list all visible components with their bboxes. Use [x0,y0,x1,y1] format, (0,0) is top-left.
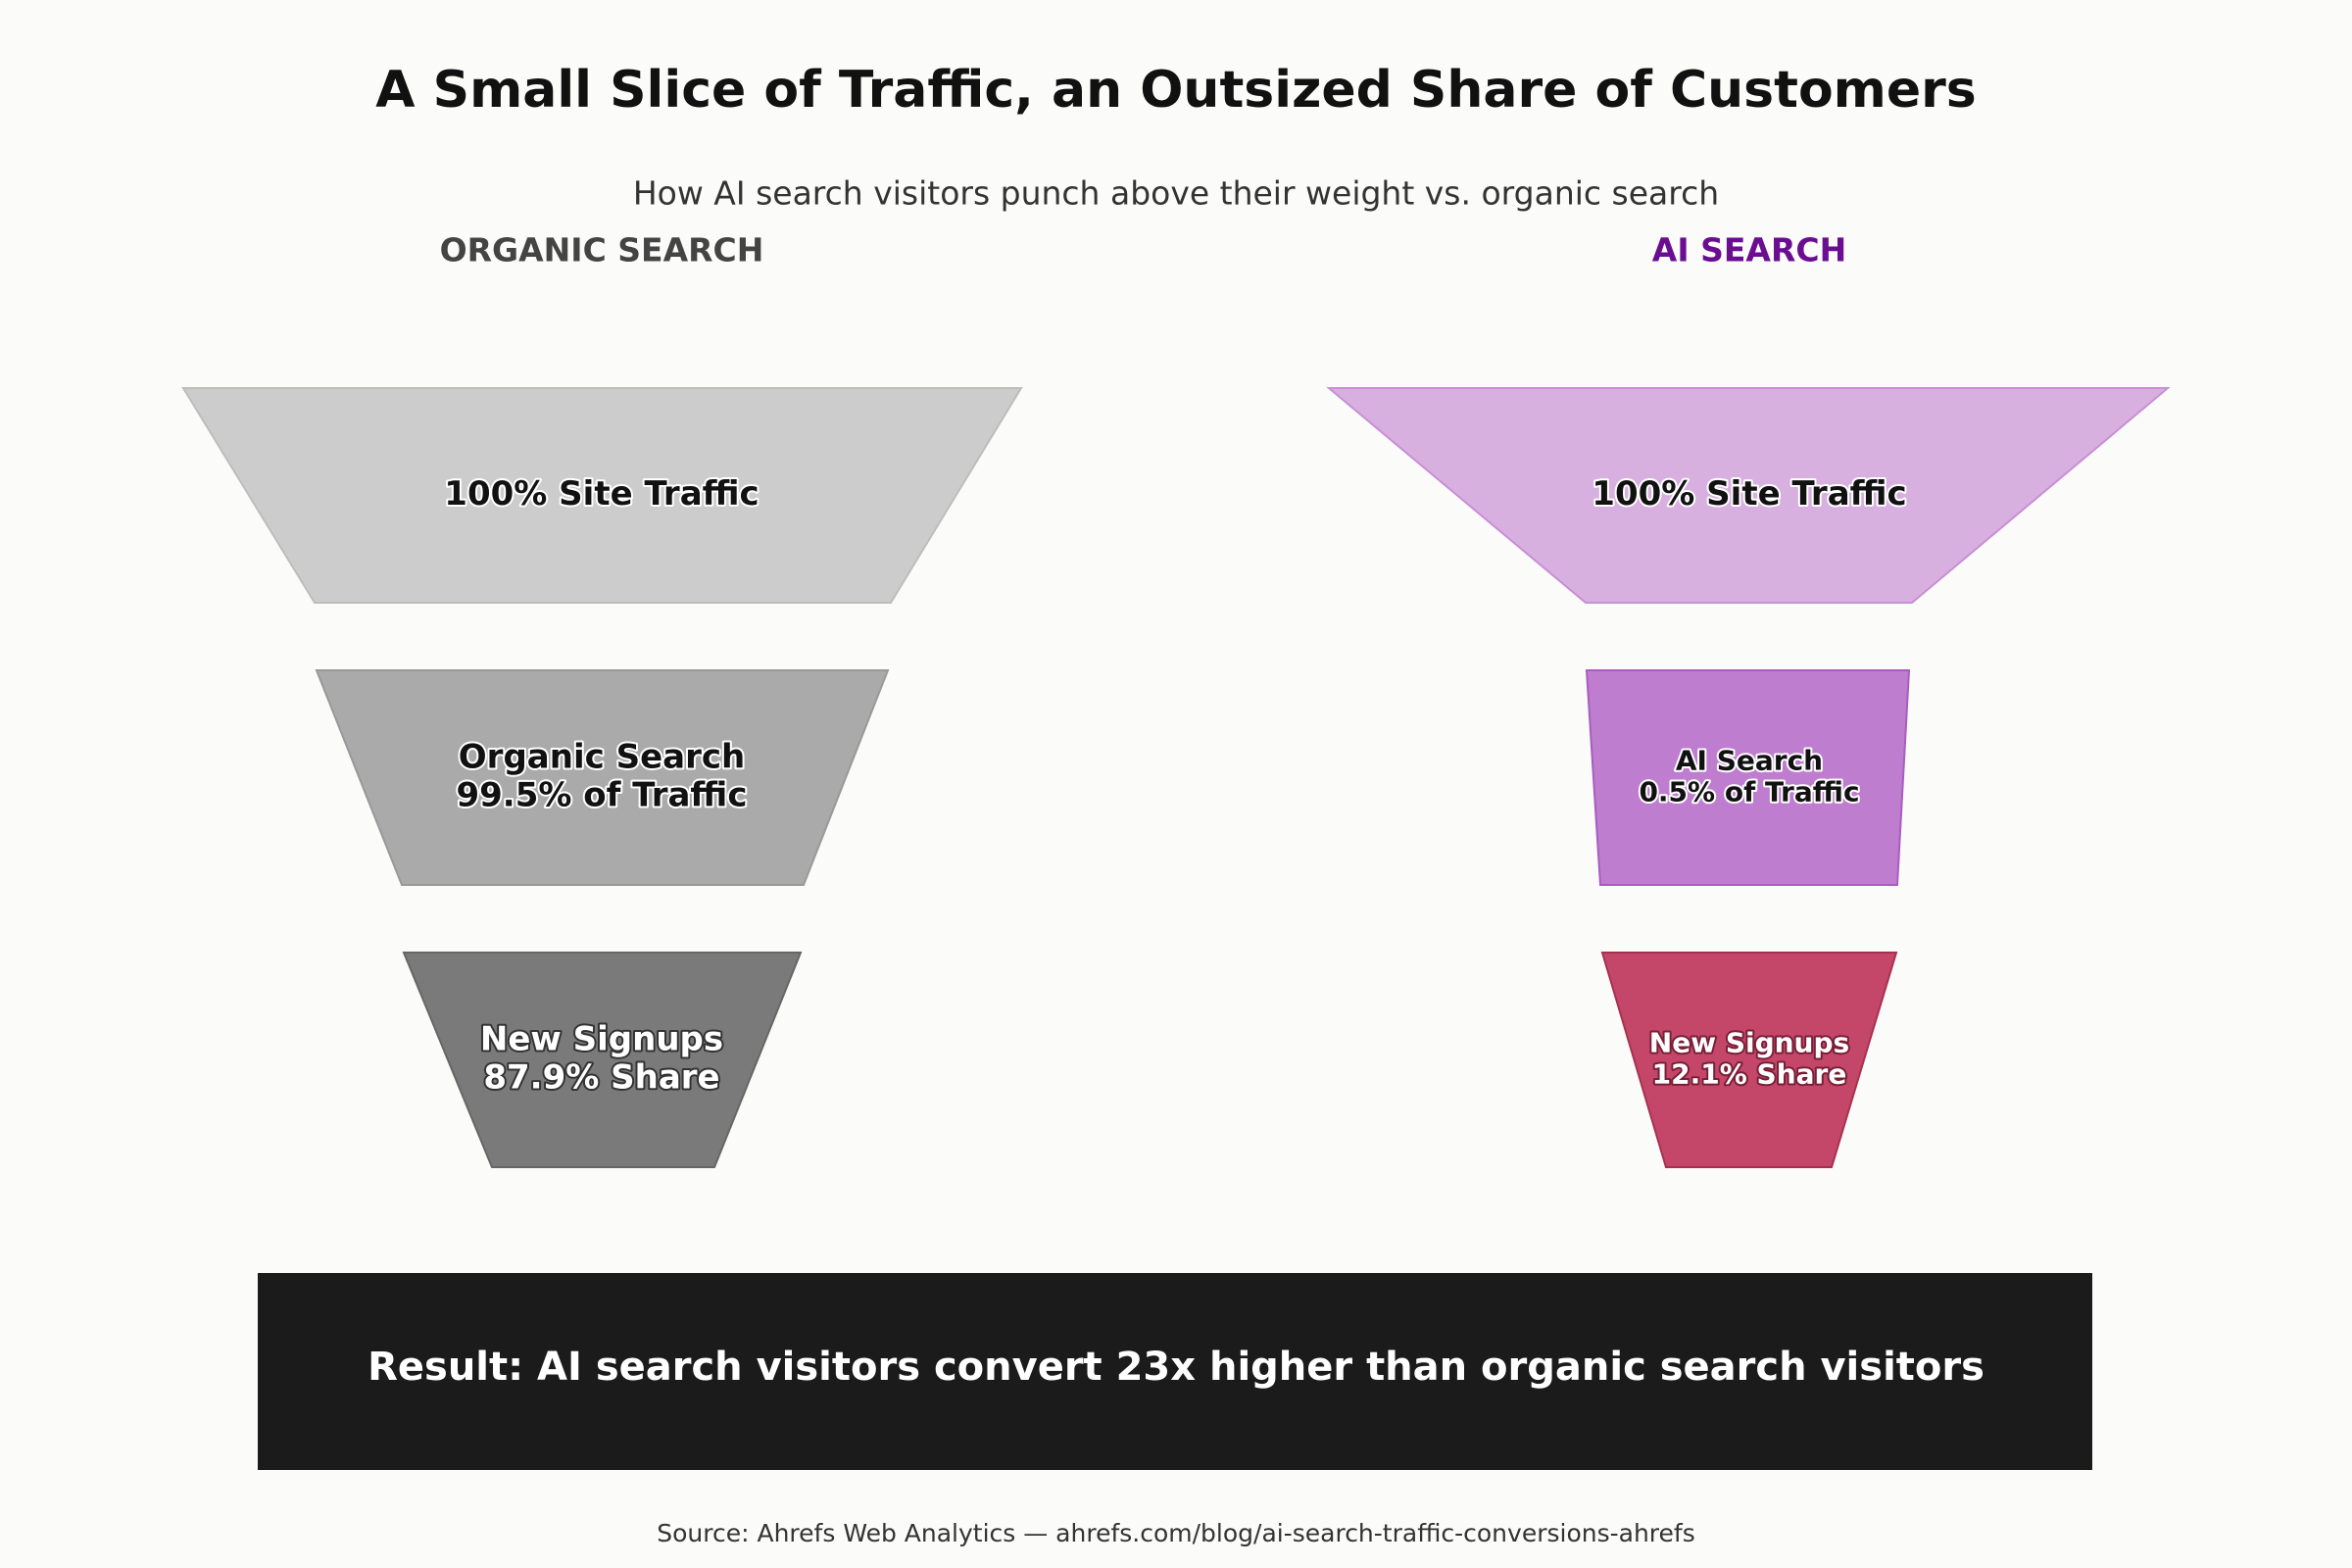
panel-heading: ORGANIC SEARCH [440,231,764,270]
stage-label: AI Search [1676,744,1823,776]
result-box [258,1273,2092,1470]
stage-label: 99.5% of Traffic [456,776,747,815]
stage-label: 12.1% Share [1652,1058,1847,1091]
result-text: Result: AI search visitors convert 23x h… [368,1345,1984,1390]
funnel-stage [1600,952,1898,1168]
funnel-stage [1326,387,2171,604]
panel-heading: AI SEARCH [1652,231,1846,270]
title: A Small Slice of Traffic, an Outsized Sh… [375,61,1976,120]
funnel-stage [315,669,890,886]
stage-label: New Signups [480,1019,723,1058]
stage-label: 100% Site Traffic [1592,474,1906,514]
source-note: Source: Ahrefs Web Analytics — ahrefs.co… [657,1519,1695,1547]
stage-label: 87.9% Share [483,1058,719,1098]
stage-label: New Signups [1649,1026,1849,1058]
stage-label: 0.5% of Traffic [1639,776,1859,808]
subtitle: How AI search visitors punch above their… [633,174,1719,213]
funnel-stage [402,952,803,1168]
funnel-stage [1585,669,1911,886]
stage-label: 100% Site Traffic [444,474,759,514]
stage-label: Organic Search [459,737,745,776]
funnel-stage [181,387,1023,604]
